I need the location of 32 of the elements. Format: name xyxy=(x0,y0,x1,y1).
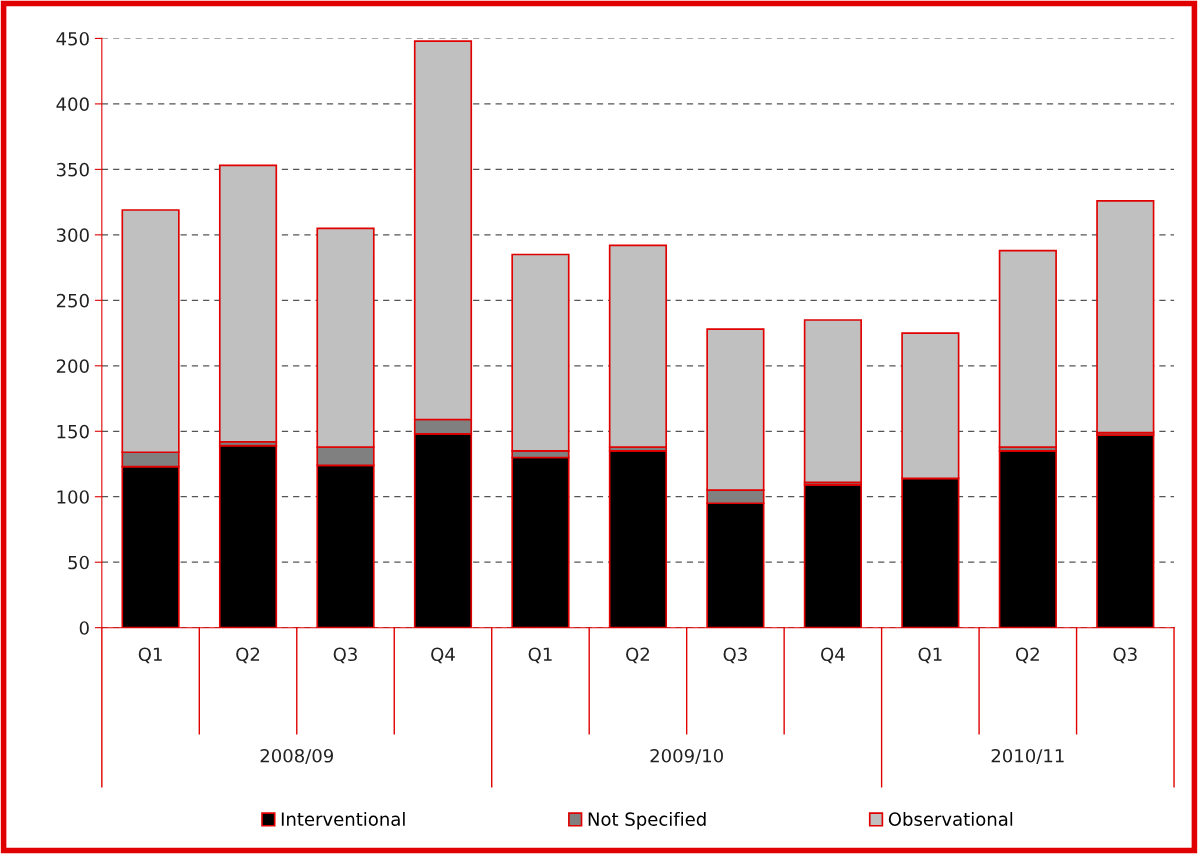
bar xyxy=(608,244,668,448)
x-tick-label: Q3 xyxy=(1113,647,1137,664)
y-tick-label: 150 xyxy=(57,424,89,439)
x-tick-label: Q1 xyxy=(528,647,552,664)
x-tick-label: Q2 xyxy=(236,647,260,664)
x-tick-label: Q4 xyxy=(821,647,845,664)
y-tick-label: 50 xyxy=(68,555,89,570)
y-tick-label: 100 xyxy=(57,490,89,504)
text: 2009/10 xyxy=(650,748,723,764)
y-tick-label: 300 xyxy=(56,228,89,242)
bar xyxy=(218,164,278,443)
y-tick-label: 450 xyxy=(56,31,89,46)
x-tick-label: Q2 xyxy=(1015,647,1039,664)
legend-label: Not Specified xyxy=(588,811,706,830)
x-tick-label: Q3 xyxy=(333,647,357,664)
text: 2010/11 xyxy=(991,748,1064,764)
bar xyxy=(998,249,1057,448)
y-tick-label: 350 xyxy=(56,162,89,177)
legend-label: Interventional xyxy=(281,811,405,826)
x-tick-label: Q2 xyxy=(626,647,649,664)
bar xyxy=(803,319,862,484)
y-tick-label: 400 xyxy=(56,97,89,112)
y-tick-label: 200 xyxy=(56,359,89,373)
legend-label: Observational xyxy=(888,811,1013,826)
x-tick-label: Q1 xyxy=(138,647,162,664)
y-tick-label: 0 xyxy=(79,621,89,635)
text: 2008/09 xyxy=(260,748,334,764)
x-tick-label: Q4 xyxy=(431,647,455,664)
bar xyxy=(1096,199,1155,434)
x-tick-label: Q3 xyxy=(723,647,747,664)
x-tick-label: Q1 xyxy=(918,647,942,664)
y-tick-label: 250 xyxy=(56,293,89,308)
